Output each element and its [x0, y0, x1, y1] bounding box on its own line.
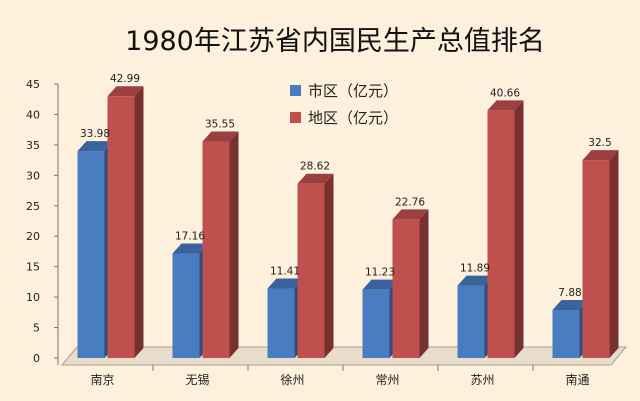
- bar-front: [267, 288, 295, 358]
- bar-front: [392, 219, 420, 358]
- x-axis: 南京 无锡 徐州 常州 苏州 南通: [90, 365, 590, 387]
- chart-title: 1980年江苏省内国民生产总值排名: [125, 26, 545, 57]
- bar-region: [107, 86, 144, 358]
- bar-top: [582, 150, 619, 161]
- bar-city: [552, 300, 589, 358]
- bar-front: [107, 96, 135, 358]
- chart-floor: [60, 346, 628, 366]
- bar-side: [134, 86, 144, 358]
- data-label: 22.76: [395, 196, 425, 208]
- y-tick-label: 45: [26, 78, 40, 91]
- bar-top: [362, 279, 399, 290]
- data-label: 17.16: [175, 231, 205, 243]
- legend-label: 地区（亿元）: [308, 109, 398, 127]
- x-tick-label: 南京: [90, 372, 114, 387]
- bar-front: [362, 289, 390, 358]
- data-label: 35.55: [205, 119, 235, 131]
- data-label: 11.89: [460, 263, 490, 275]
- data-label: 40.66: [490, 87, 520, 99]
- bar-front: [202, 141, 230, 358]
- bar-side: [229, 131, 239, 358]
- bars: [77, 86, 619, 358]
- bar-front: [172, 253, 200, 358]
- y-tick-label: 25: [26, 200, 40, 213]
- y-axis: 0 5 10 15 20 25 30 35 40 45: [26, 78, 59, 365]
- legend: 市区（亿元） 地区（亿元）: [290, 82, 398, 127]
- y-tick-label: 20: [26, 230, 40, 243]
- bar-top: [487, 100, 524, 111]
- y-tick-label: 35: [26, 139, 40, 152]
- data-label: 32.5: [588, 137, 611, 149]
- bar-top: [267, 278, 304, 289]
- bar-front: [582, 160, 610, 358]
- y-tick-label: 5: [33, 322, 40, 335]
- bar-region: [202, 131, 239, 358]
- y-tick-label: 30: [26, 169, 40, 182]
- bar-front: [297, 183, 325, 358]
- bar-front: [457, 285, 485, 358]
- x-tick-label: 徐州: [280, 372, 304, 387]
- bar-top: [202, 131, 239, 142]
- bar-front: [77, 151, 105, 358]
- x-tick-label: 南通: [565, 372, 589, 387]
- y-tick-label: 40: [26, 108, 40, 121]
- data-label: 28.62: [300, 161, 330, 173]
- legend-swatch: [290, 112, 301, 123]
- bar-top: [392, 209, 429, 220]
- data-label: 11.23: [365, 267, 395, 279]
- data-label: 33.98: [80, 128, 110, 140]
- bar-top: [552, 300, 589, 311]
- y-tick-label: 15: [26, 261, 40, 274]
- y-tick-label: 0: [33, 352, 40, 365]
- x-tick-label: 常州: [375, 373, 399, 387]
- x-tick-label: 无锡: [185, 372, 209, 387]
- data-label: 7.88: [558, 287, 581, 299]
- bar-top: [172, 243, 209, 254]
- bar-top: [107, 86, 144, 97]
- bar-side: [324, 173, 334, 358]
- chart-floor-plane: [60, 346, 628, 366]
- bar-side: [609, 150, 619, 358]
- bar-region: [297, 173, 334, 358]
- data-label: 11.41: [270, 266, 300, 278]
- bar-front: [552, 310, 580, 358]
- bar-region: [487, 100, 524, 358]
- legend-swatch: [290, 85, 301, 96]
- bar-front: [487, 110, 515, 358]
- bar-region: [392, 209, 429, 358]
- y-tick-label: 10: [26, 291, 40, 304]
- bar-side: [514, 100, 524, 358]
- bar-top: [297, 173, 334, 184]
- x-tick-label: 苏州: [470, 373, 494, 387]
- bar-top: [457, 275, 494, 286]
- data-labels: 33.98 42.99 17.16 35.55 11.41 28.62 11.23 22.76…: [80, 73, 612, 299]
- data-label: 42.99: [110, 73, 140, 85]
- bar-region: [582, 150, 619, 358]
- legend-label: 市区（亿元）: [308, 82, 398, 100]
- bar-city: [172, 243, 209, 358]
- bar-side: [419, 209, 429, 358]
- bar-top: [77, 141, 114, 152]
